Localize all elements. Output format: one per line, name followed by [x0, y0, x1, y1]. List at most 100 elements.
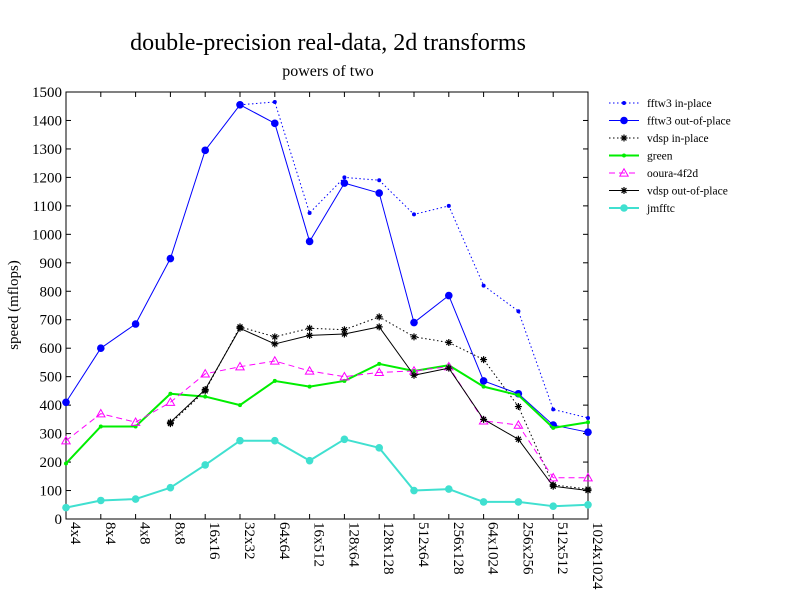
legend: fftw3 in-place fftw3 out-of-place vdsp in-… — [609, 98, 731, 215]
data-point — [445, 291, 453, 300]
data-point — [306, 324, 314, 332]
x-tick-label: 8x4 — [102, 522, 118, 545]
legend-item: ooura-4f2d — [609, 167, 698, 180]
series-line — [65, 362, 589, 465]
data-point — [307, 384, 312, 389]
legend-item: fftw3 in-place — [609, 98, 712, 110]
series-ooura-4f2d — [60, 355, 594, 482]
y-axis: 0 100 200 300 400 500 600 700 800 900 1000 1100 1200… — [32, 85, 588, 528]
data-point — [516, 393, 521, 398]
legend-item: vdsp in-place — [609, 133, 709, 145]
y-tick-label: 600 — [40, 341, 63, 357]
data-point — [166, 483, 175, 492]
data-point — [479, 498, 488, 506]
data-point — [62, 503, 70, 512]
data-point — [375, 323, 383, 331]
data-point — [620, 116, 628, 125]
y-axis-label: speed (mflops) — [6, 260, 22, 350]
data-point — [269, 355, 280, 365]
data-point — [236, 436, 244, 445]
data-point — [620, 204, 628, 212]
data-point — [549, 482, 557, 490]
data-point — [445, 485, 453, 493]
data-point — [201, 146, 209, 155]
legend-label: ooura-4f2d — [647, 168, 698, 180]
data-point — [165, 397, 176, 406]
data-point — [549, 502, 557, 510]
data-point — [513, 419, 524, 429]
x-tick-label: 128x128 — [380, 522, 396, 575]
data-point — [271, 119, 279, 128]
x-tick-label: 256x128 — [450, 522, 466, 575]
data-point — [234, 361, 246, 371]
y-tick-label: 700 — [40, 313, 63, 329]
y-tick-label: 1400 — [32, 113, 62, 129]
y-tick-label: 1300 — [32, 142, 62, 158]
data-point — [377, 361, 382, 366]
y-tick-label: 800 — [40, 284, 63, 300]
y-tick-label: 500 — [40, 370, 63, 386]
data-point — [340, 435, 349, 444]
data-point — [445, 339, 453, 347]
series-line — [65, 104, 589, 433]
data-point — [305, 456, 314, 465]
data-point — [304, 365, 315, 375]
data-point — [340, 326, 348, 334]
y-tick-label: 200 — [40, 455, 63, 471]
data-point — [445, 364, 453, 372]
data-point — [586, 415, 590, 420]
legend-label: vdsp in-place — [647, 133, 709, 145]
data-point — [584, 487, 592, 495]
series-fftw3-out-of-place — [62, 101, 592, 436]
data-point — [62, 398, 70, 407]
x-tick-label: 4x8 — [137, 522, 153, 545]
data-point — [622, 101, 626, 105]
y-tick-label: 900 — [40, 256, 63, 272]
series-layer — [60, 99, 594, 512]
data-point — [271, 340, 279, 348]
data-point — [238, 403, 242, 408]
data-point — [342, 175, 347, 180]
data-point — [446, 203, 451, 208]
x-tick-label: 16x16 — [206, 522, 222, 560]
data-point — [131, 320, 140, 328]
series-vdsp-out-of-place — [166, 323, 592, 495]
data-point — [203, 394, 208, 399]
data-point — [481, 283, 486, 288]
chart-title: double-precision real-data, 2d transform… — [130, 30, 526, 56]
x-tick-label: 1024x1024 — [589, 522, 605, 590]
data-point — [514, 403, 522, 411]
data-point — [586, 420, 590, 425]
legend-item: vdsp out-of-place — [609, 186, 728, 198]
series-line — [65, 360, 588, 479]
data-point — [375, 189, 384, 197]
x-tick-label: 128x64 — [345, 522, 361, 568]
data-point — [480, 415, 488, 423]
data-point — [166, 254, 175, 263]
data-point — [130, 417, 141, 426]
data-point — [377, 178, 382, 183]
x-tick-label: 256x256 — [519, 522, 535, 575]
data-point — [375, 313, 383, 321]
data-point — [271, 333, 279, 341]
data-point — [620, 187, 628, 194]
data-point — [272, 99, 277, 104]
data-point — [412, 368, 416, 373]
data-point — [97, 496, 105, 505]
data-point — [551, 407, 556, 412]
data-point — [516, 309, 521, 314]
y-tick-label: 1100 — [33, 199, 62, 215]
data-point — [64, 461, 68, 466]
data-point — [479, 377, 488, 385]
data-point — [584, 428, 592, 436]
plot-frame — [65, 91, 589, 520]
data-point — [166, 418, 174, 426]
data-point — [618, 167, 630, 177]
y-tick-label: 400 — [40, 398, 63, 414]
legend-label: green — [647, 151, 673, 163]
data-point — [410, 333, 418, 341]
legend-label: fftw3 in-place — [647, 98, 712, 110]
series-line — [65, 438, 589, 509]
data-point — [551, 425, 556, 430]
